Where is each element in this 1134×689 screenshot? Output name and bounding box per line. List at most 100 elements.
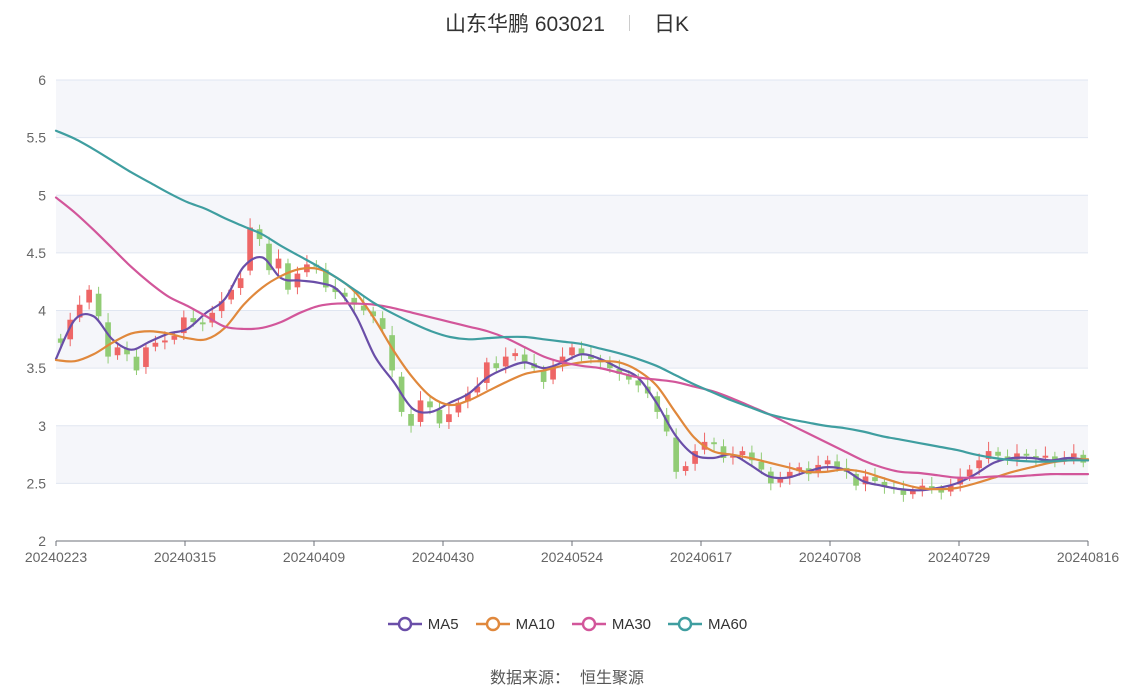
- legend-item-ma10[interactable]: MA10: [475, 615, 555, 633]
- x-tick-label: 20240524: [541, 549, 604, 565]
- candle-body: [360, 305, 367, 311]
- candlestick: [455, 398, 462, 418]
- candle-body: [578, 348, 585, 355]
- candle-body: [162, 340, 168, 343]
- chart-title: 山东华鹏 603021: [445, 13, 605, 36]
- legend-label: MA10: [515, 615, 555, 633]
- candlestick: [692, 444, 698, 471]
- x-tick-label: 20240617: [670, 549, 733, 565]
- candle-body: [237, 278, 244, 289]
- candle-body: [408, 413, 414, 426]
- candle-body: [663, 414, 670, 432]
- y-tick-label: 6: [38, 72, 46, 88]
- candlestick: [360, 296, 367, 316]
- candle-body: [1042, 455, 1049, 458]
- legend-marker-icon: [668, 616, 703, 632]
- candle-body: [692, 451, 698, 464]
- candle-body: [266, 243, 272, 271]
- candlestick: [559, 347, 566, 372]
- candle-body: [673, 437, 679, 472]
- candle-body: [853, 473, 859, 486]
- grid-band: [56, 195, 1088, 253]
- candle-body: [455, 402, 462, 413]
- candlestick: [777, 471, 784, 488]
- y-tick-label: 5.5: [27, 130, 47, 146]
- x-tick-label: 20240729: [928, 549, 991, 565]
- candle-body: [749, 452, 755, 461]
- candle-body: [171, 335, 178, 340]
- candlestick: [351, 290, 358, 312]
- candle-body: [682, 466, 689, 471]
- legend-item-ma60[interactable]: MA60: [667, 615, 747, 633]
- candlestick: [853, 469, 859, 491]
- x-tick-label: 20240315: [154, 549, 217, 565]
- candle-body: [474, 386, 481, 393]
- candlestick: [682, 461, 689, 476]
- candlestick: [275, 249, 282, 276]
- grid-band: [56, 80, 1088, 138]
- legend-item-ma5[interactable]: MA5: [387, 615, 459, 633]
- candle-body: [588, 354, 594, 359]
- legend-item-ma30[interactable]: MA30: [571, 615, 651, 633]
- candle-body: [569, 347, 575, 356]
- x-axis: 20240223 20240315 20240409 20240430 20240524…: [25, 540, 1120, 565]
- candlestick: [124, 341, 130, 362]
- x-tick-label: 20240223: [25, 549, 88, 565]
- candle-body: [616, 368, 623, 374]
- candle-body: [938, 489, 945, 493]
- ma-line-ma5: [54, 255, 1090, 492]
- candle-body: [900, 490, 907, 495]
- candlestick: [105, 313, 111, 364]
- candle-body: [114, 347, 121, 356]
- candle-body: [446, 414, 452, 423]
- candlestick: [180, 310, 187, 341]
- ma-line-ma60: [54, 129, 1090, 463]
- x-tick-label: 20240816: [1057, 549, 1120, 565]
- candle-body: [465, 393, 471, 402]
- candlestick: [758, 452, 765, 475]
- candlestick: [67, 312, 74, 347]
- candlestick: [824, 455, 831, 472]
- candle-body: [521, 354, 528, 363]
- chart-header: 山东华鹏 603021 日K: [0, 8, 1134, 38]
- candlestick: [389, 325, 395, 378]
- y-tick-label: 5: [38, 187, 46, 203]
- y-tick-label: 2: [38, 533, 46, 549]
- candlestick: [237, 271, 244, 295]
- candle-body: [332, 288, 339, 293]
- candle-body: [777, 478, 784, 483]
- y-tick-label: 3: [38, 418, 46, 434]
- candle-body: [152, 342, 159, 347]
- candlestick: [114, 342, 121, 360]
- candle-body: [739, 451, 746, 456]
- candle-body: [379, 318, 386, 329]
- candle-body: [124, 348, 130, 355]
- candle-body: [834, 461, 840, 468]
- candlestick: [171, 331, 178, 345]
- source-value: 恒生聚源: [580, 670, 645, 687]
- legend-marker-icon: [571, 616, 606, 632]
- candle-body: [720, 446, 727, 459]
- candle-body: [730, 455, 736, 458]
- candle-body: [67, 319, 74, 340]
- candle-body: [1070, 453, 1077, 458]
- candle-body: [711, 442, 717, 445]
- x-tick-label: 20240409: [283, 549, 346, 565]
- candle-body: [143, 347, 149, 367]
- candle-body: [190, 318, 197, 323]
- candle-body: [133, 356, 140, 371]
- legend-label: MA5: [427, 615, 459, 633]
- candlestick: [465, 386, 471, 409]
- candle-body: [427, 401, 433, 408]
- candle-body: [872, 477, 878, 482]
- candlestick: [786, 462, 793, 485]
- candle-body: [322, 269, 329, 288]
- candlestick: [199, 317, 206, 332]
- candle-body: [105, 322, 111, 357]
- candlestick: [749, 445, 755, 468]
- candle-body: [247, 227, 253, 271]
- candle-body: [57, 338, 64, 343]
- candle-body: [275, 258, 282, 269]
